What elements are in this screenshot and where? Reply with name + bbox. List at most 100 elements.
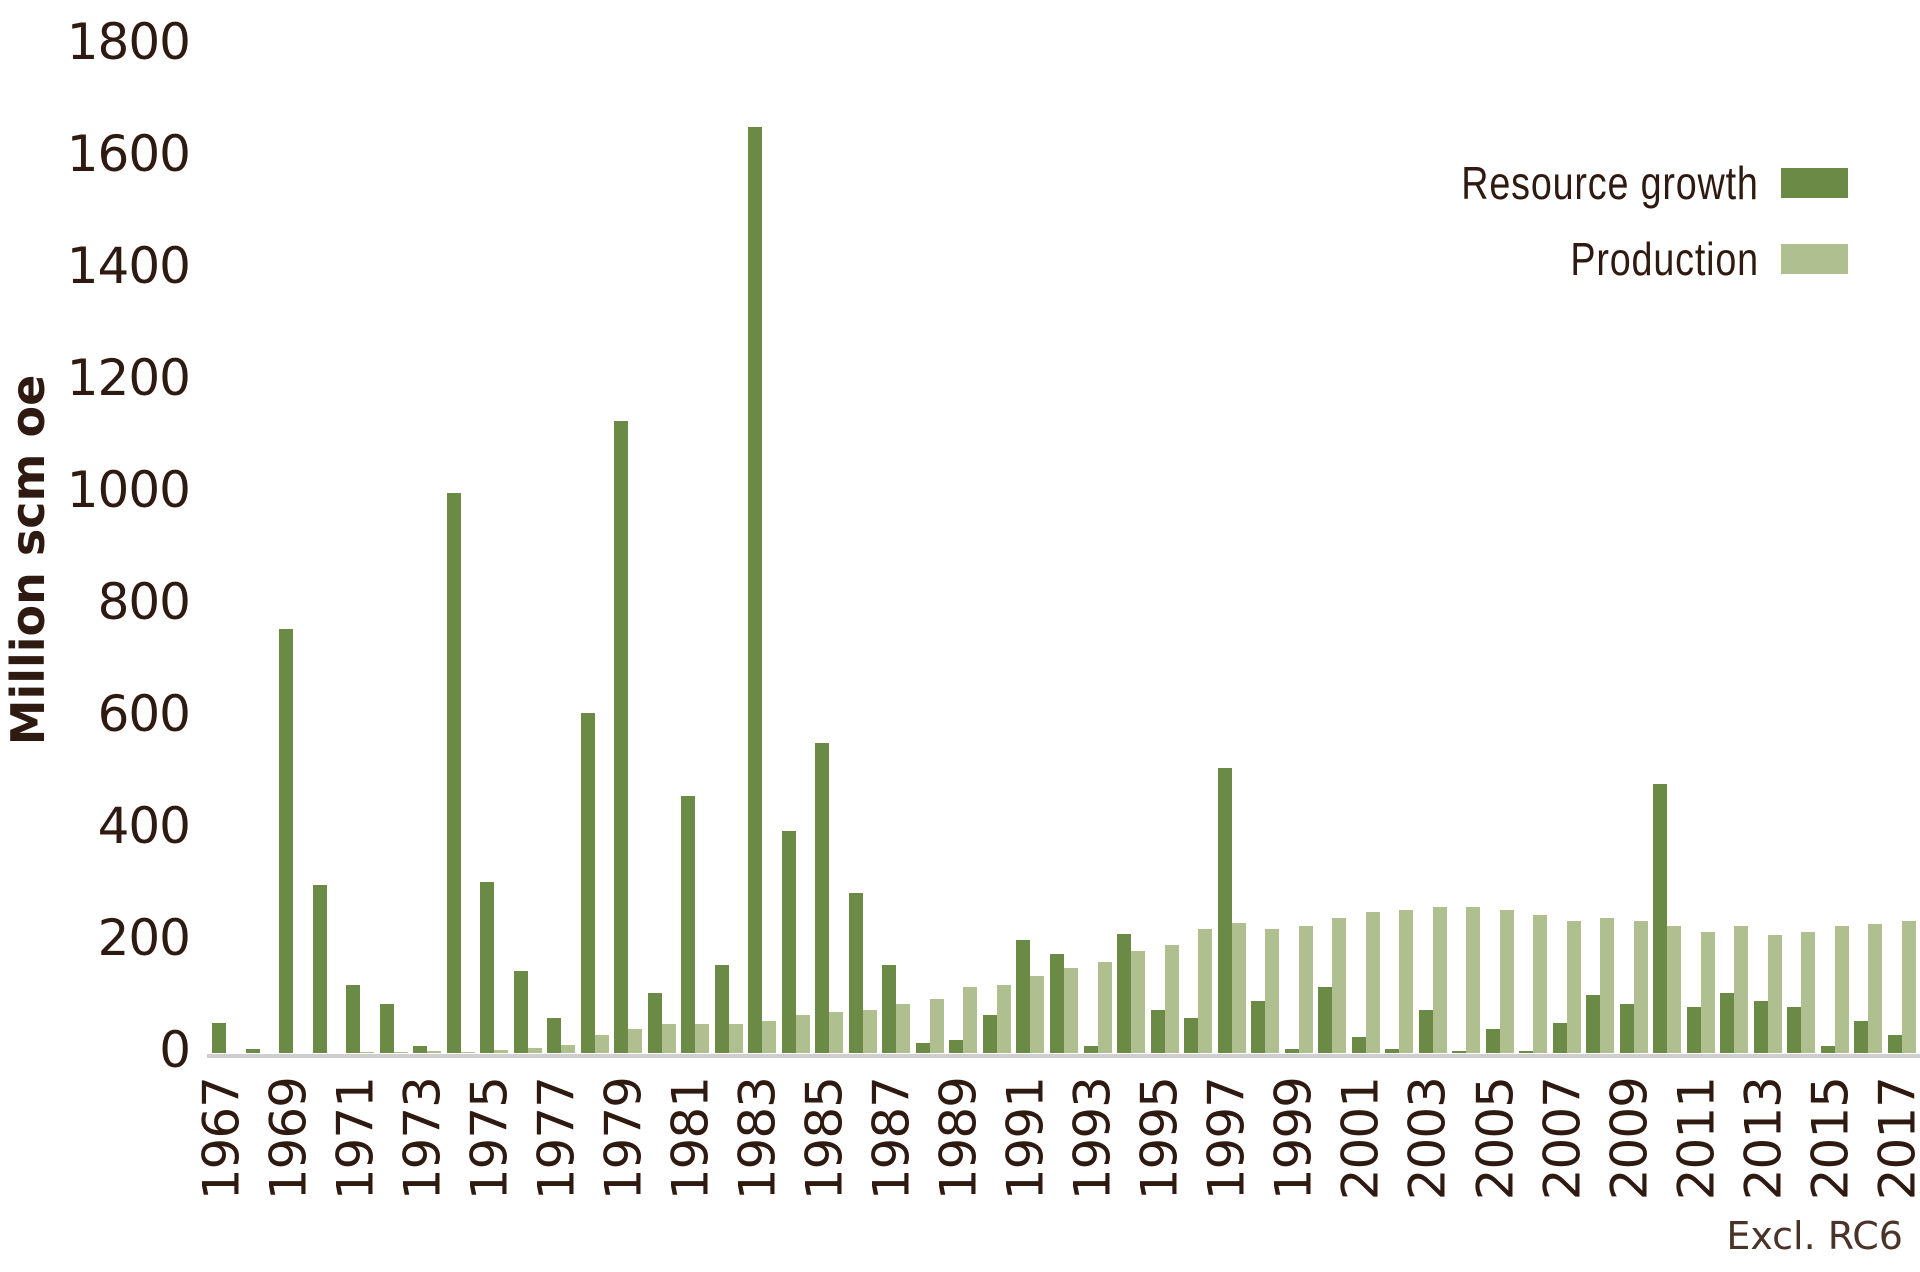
legend-item-production: Production bbox=[1529, 236, 1848, 282]
bar-production bbox=[1131, 951, 1146, 1053]
bar-production bbox=[1466, 906, 1481, 1053]
x-tick-label: 2003 bbox=[1398, 1077, 1457, 1201]
y-tick-label: 1000 bbox=[66, 461, 191, 519]
bar-resource-growth bbox=[1318, 987, 1333, 1053]
bar-resource-growth bbox=[614, 421, 629, 1053]
bar-resource-growth bbox=[848, 892, 863, 1053]
bar-production bbox=[862, 1009, 877, 1053]
x-tick-label: 1981 bbox=[661, 1077, 720, 1201]
bar-production bbox=[1432, 906, 1447, 1053]
bar-resource-growth bbox=[1452, 1051, 1467, 1053]
bar-production bbox=[1667, 926, 1682, 1053]
bar-production bbox=[1164, 945, 1179, 1053]
bar-production bbox=[360, 1051, 375, 1053]
bar-production bbox=[762, 1020, 777, 1053]
bar-production bbox=[594, 1035, 609, 1053]
bar-resource-growth bbox=[915, 1042, 930, 1053]
bar-resource-growth bbox=[1050, 953, 1064, 1053]
bar-production bbox=[795, 1015, 810, 1053]
bar-production bbox=[1633, 920, 1648, 1053]
bar-resource-growth bbox=[346, 985, 361, 1053]
bar-production bbox=[1399, 909, 1414, 1053]
x-tick-label: 1987 bbox=[862, 1077, 921, 1201]
bar-resource-growth bbox=[982, 1015, 997, 1053]
bar-resource-growth bbox=[681, 795, 696, 1053]
bar-production bbox=[1834, 926, 1849, 1053]
bar-production bbox=[1600, 918, 1615, 1053]
bar-resource-growth bbox=[1251, 1001, 1266, 1053]
bar-resource-growth bbox=[1653, 784, 1668, 1053]
bar-resource-growth bbox=[480, 882, 495, 1053]
bar-resource-growth bbox=[312, 885, 327, 1053]
bar-resource-growth bbox=[212, 1022, 226, 1053]
x-tick-label: 1973 bbox=[393, 1077, 452, 1201]
bar-production bbox=[393, 1051, 408, 1053]
x-tick-label: 1975 bbox=[460, 1077, 519, 1201]
x-tick-label: 2005 bbox=[1465, 1077, 1524, 1201]
bar-production bbox=[1566, 920, 1581, 1053]
bar-production bbox=[1298, 926, 1313, 1053]
legend-swatch-production bbox=[1781, 244, 1848, 274]
bar-resource-growth bbox=[1117, 934, 1132, 1053]
x-tick-label: 1989 bbox=[929, 1077, 988, 1201]
bar-production bbox=[996, 984, 1011, 1053]
x-tick-label: 2011 bbox=[1666, 1077, 1725, 1201]
bar-production bbox=[1365, 912, 1380, 1053]
x-tick-label: 1995 bbox=[1130, 1077, 1189, 1201]
x-tick-label: 1983 bbox=[728, 1077, 787, 1201]
bar-resource-growth bbox=[413, 1045, 428, 1053]
bar-production bbox=[1767, 934, 1782, 1053]
bar-production bbox=[1030, 976, 1045, 1053]
bar-resource-growth bbox=[1619, 1003, 1634, 1053]
bar-production bbox=[561, 1044, 576, 1053]
bar-resource-growth bbox=[1351, 1037, 1366, 1053]
x-tick-label: 1971 bbox=[326, 1077, 385, 1201]
y-tick-label: 400 bbox=[97, 797, 191, 855]
bar-resource-growth bbox=[1787, 1006, 1802, 1053]
bar-production bbox=[1332, 918, 1347, 1053]
bar-production bbox=[427, 1051, 442, 1053]
bar-resource-growth bbox=[1586, 995, 1601, 1053]
bar-resource-growth bbox=[1485, 1028, 1500, 1053]
legend-item-resource-growth: Resource growth bbox=[1396, 160, 1848, 206]
bar-resource-growth bbox=[513, 971, 528, 1053]
bar-production bbox=[695, 1023, 710, 1053]
bar-production bbox=[494, 1050, 509, 1053]
bar-production bbox=[1231, 923, 1246, 1053]
bar-resource-growth bbox=[1720, 993, 1735, 1053]
x-tick-label: 2013 bbox=[1733, 1077, 1792, 1201]
bar-production bbox=[929, 998, 944, 1053]
x-tick-label: 1991 bbox=[996, 1077, 1055, 1201]
bar-production bbox=[1198, 929, 1213, 1053]
bar-resource-growth bbox=[949, 1040, 964, 1053]
legend-swatch-resource-growth bbox=[1781, 168, 1848, 198]
bar-production bbox=[460, 1051, 475, 1053]
bar-resource-growth bbox=[446, 493, 461, 1053]
bar-resource-growth bbox=[279, 629, 294, 1053]
bar-resource-growth bbox=[580, 713, 595, 1053]
bar-resource-growth bbox=[1150, 1009, 1165, 1053]
bar-resource-growth bbox=[1284, 1048, 1299, 1053]
bar-resource-growth bbox=[815, 742, 830, 1053]
x-tick-label: 1969 bbox=[259, 1077, 318, 1201]
y-tick-label: 1400 bbox=[66, 237, 191, 295]
x-tick-label: 1977 bbox=[527, 1077, 586, 1201]
bar-resource-growth bbox=[882, 965, 897, 1053]
x-axis-line bbox=[207, 1054, 1920, 1058]
bar-resource-growth bbox=[245, 1049, 260, 1053]
bar-production bbox=[661, 1023, 676, 1053]
bar-production bbox=[527, 1047, 542, 1053]
bar-resource-growth bbox=[1418, 1009, 1433, 1053]
bar-resource-growth bbox=[1083, 1045, 1098, 1053]
bar-production bbox=[1097, 962, 1112, 1053]
x-tick-label: 1999 bbox=[1264, 1077, 1323, 1201]
bar-production bbox=[829, 1012, 844, 1053]
bar-resource-growth bbox=[1888, 1034, 1902, 1053]
x-tick-label: 1979 bbox=[594, 1077, 653, 1201]
x-tick-label: 2017 bbox=[1868, 1077, 1920, 1201]
bar-resource-growth bbox=[547, 1017, 562, 1053]
bar-resource-growth bbox=[1016, 939, 1031, 1053]
bar-resource-growth bbox=[781, 831, 796, 1053]
x-tick-label: 1993 bbox=[1063, 1077, 1122, 1201]
